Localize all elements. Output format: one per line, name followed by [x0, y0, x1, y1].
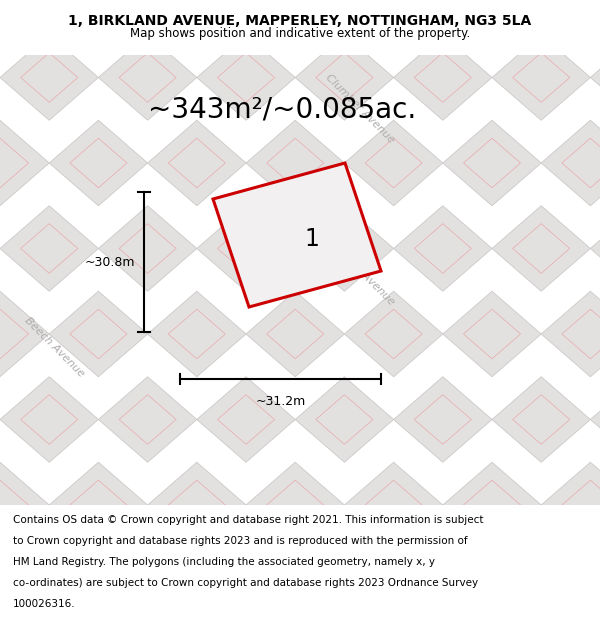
Polygon shape — [590, 377, 600, 462]
Text: Contains OS data © Crown copyright and database right 2021. This information is : Contains OS data © Crown copyright and d… — [13, 514, 484, 524]
Polygon shape — [590, 206, 600, 291]
Polygon shape — [590, 548, 600, 625]
Polygon shape — [590, 35, 600, 120]
Polygon shape — [443, 120, 541, 206]
Polygon shape — [49, 291, 148, 377]
Polygon shape — [492, 548, 590, 625]
Polygon shape — [0, 377, 98, 462]
Polygon shape — [295, 206, 394, 291]
Text: to Crown copyright and database rights 2023 and is reproduced with the permissio: to Crown copyright and database rights 2… — [13, 536, 468, 546]
Polygon shape — [0, 0, 49, 35]
Polygon shape — [246, 291, 344, 377]
Polygon shape — [197, 35, 295, 120]
Text: ~30.8m: ~30.8m — [85, 256, 135, 269]
Text: Beech Avenue: Beech Avenue — [22, 316, 86, 379]
Polygon shape — [49, 462, 148, 548]
Polygon shape — [344, 291, 443, 377]
Polygon shape — [49, 120, 148, 206]
Polygon shape — [0, 35, 98, 120]
Polygon shape — [492, 377, 590, 462]
Polygon shape — [344, 0, 443, 35]
Polygon shape — [394, 377, 492, 462]
Polygon shape — [148, 291, 246, 377]
Polygon shape — [49, 0, 148, 35]
Text: 100026316.: 100026316. — [13, 599, 76, 609]
Text: 1: 1 — [305, 228, 319, 251]
Polygon shape — [394, 206, 492, 291]
Polygon shape — [541, 120, 600, 206]
Polygon shape — [344, 462, 443, 548]
Polygon shape — [295, 377, 394, 462]
Polygon shape — [443, 462, 541, 548]
Polygon shape — [246, 120, 344, 206]
Text: Clumber Avenue: Clumber Avenue — [323, 72, 397, 146]
Polygon shape — [148, 120, 246, 206]
Text: co-ordinates) are subject to Crown copyright and database rights 2023 Ordnance S: co-ordinates) are subject to Crown copyr… — [13, 578, 478, 587]
Polygon shape — [295, 548, 394, 625]
Polygon shape — [98, 35, 197, 120]
Polygon shape — [492, 206, 590, 291]
Text: Map shows position and indicative extent of the property.: Map shows position and indicative extent… — [130, 27, 470, 39]
Polygon shape — [394, 548, 492, 625]
Polygon shape — [394, 35, 492, 120]
Polygon shape — [246, 0, 344, 35]
Polygon shape — [0, 462, 49, 548]
Text: Birkland Avenue: Birkland Avenue — [324, 235, 396, 307]
Polygon shape — [197, 377, 295, 462]
Polygon shape — [541, 0, 600, 35]
Polygon shape — [443, 291, 541, 377]
Text: 1, BIRKLAND AVENUE, MAPPERLEY, NOTTINGHAM, NG3 5LA: 1, BIRKLAND AVENUE, MAPPERLEY, NOTTINGHA… — [68, 14, 532, 28]
Polygon shape — [213, 163, 381, 307]
Polygon shape — [98, 548, 197, 625]
Polygon shape — [492, 35, 590, 120]
Polygon shape — [443, 0, 541, 35]
Text: ~31.2m: ~31.2m — [256, 395, 305, 408]
Polygon shape — [0, 120, 49, 206]
Polygon shape — [197, 548, 295, 625]
Polygon shape — [541, 291, 600, 377]
Polygon shape — [98, 377, 197, 462]
Polygon shape — [148, 462, 246, 548]
Polygon shape — [197, 206, 295, 291]
Text: ~343m²/~0.085ac.: ~343m²/~0.085ac. — [148, 95, 416, 123]
Polygon shape — [0, 548, 98, 625]
Polygon shape — [295, 35, 394, 120]
Polygon shape — [98, 206, 197, 291]
Polygon shape — [344, 120, 443, 206]
Polygon shape — [148, 0, 246, 35]
Text: HM Land Registry. The polygons (including the associated geometry, namely x, y: HM Land Registry. The polygons (includin… — [13, 557, 435, 567]
Polygon shape — [541, 462, 600, 548]
Polygon shape — [246, 462, 344, 548]
Polygon shape — [0, 206, 98, 291]
Polygon shape — [0, 291, 49, 377]
